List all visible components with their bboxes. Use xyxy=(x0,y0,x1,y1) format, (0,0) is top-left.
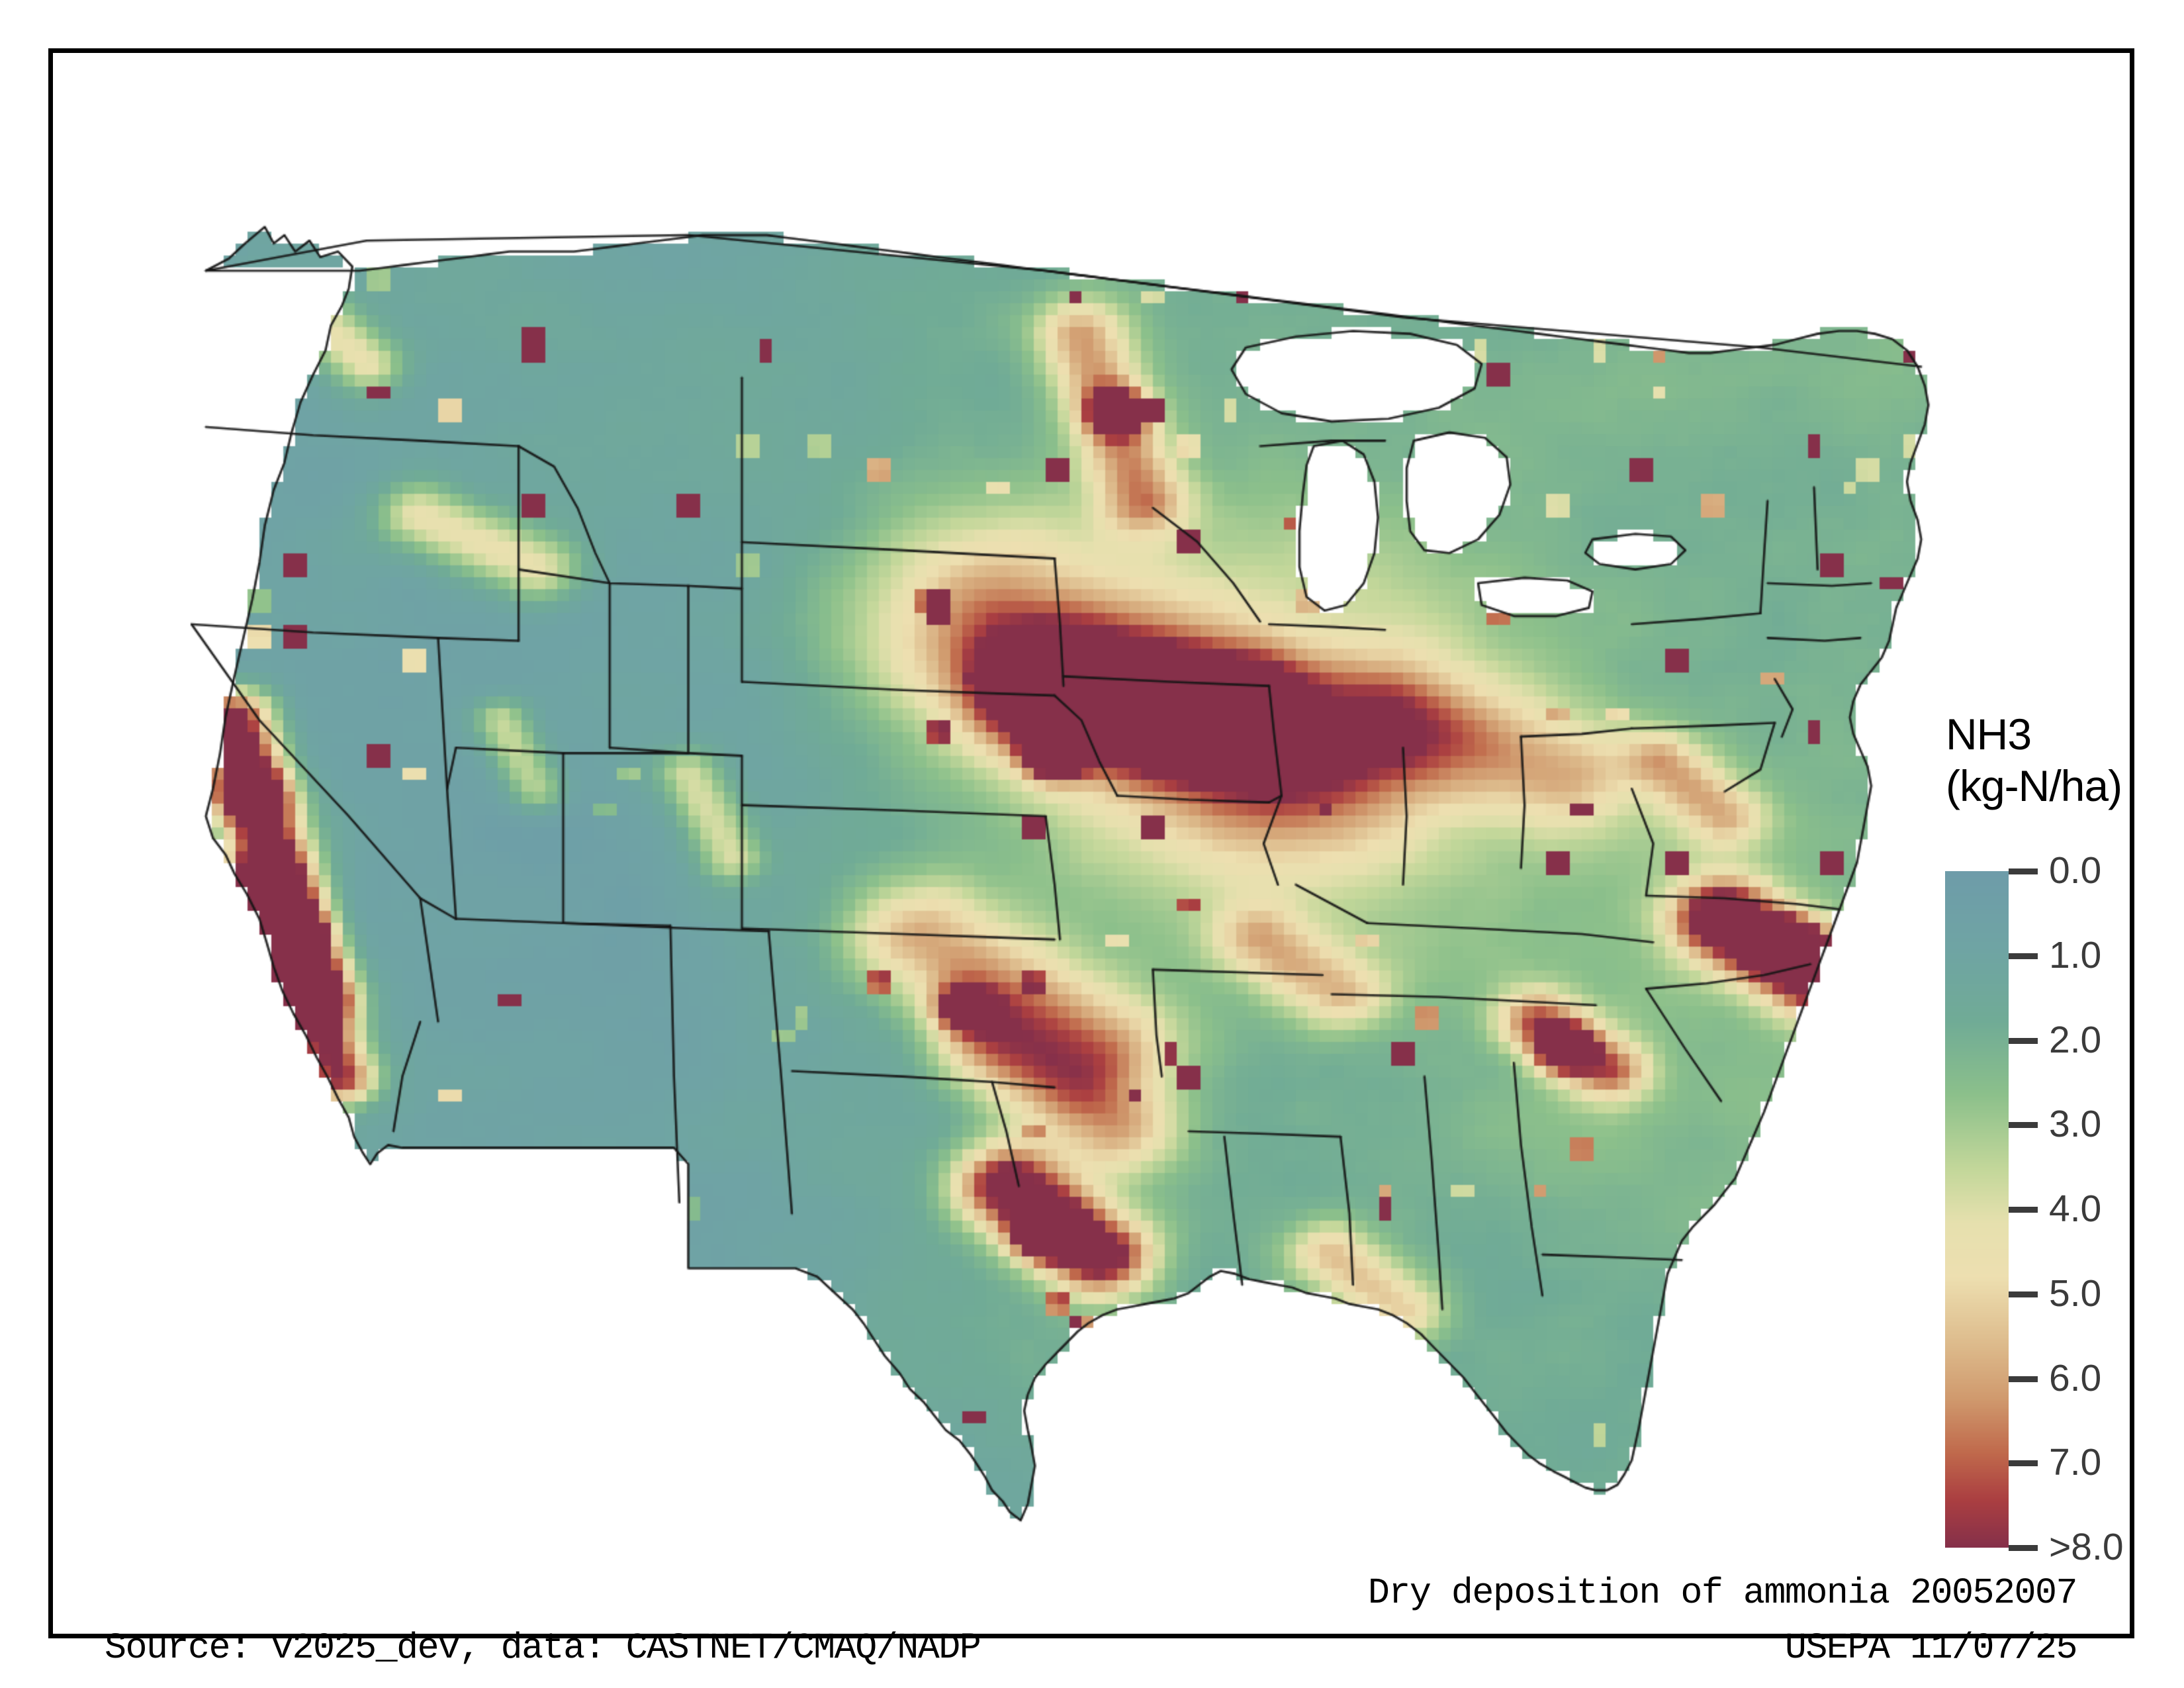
colorbar-gradient xyxy=(1945,871,2009,1548)
colorbar-tick-3 xyxy=(2009,1122,2038,1129)
figure-frame: NH3 (kg-N/ha) 0.0 1.0 2.0 3.0 4.0 5.0 6.0 7.0 >8… xyxy=(48,48,2134,1669)
colorbar-tick-7 xyxy=(2009,1460,2038,1467)
colorbar-tick-label-6: 6.0 xyxy=(2049,1356,2102,1399)
colorbar xyxy=(1945,871,2009,1548)
colorbar-tick-label-8: >8.0 xyxy=(2049,1526,2124,1568)
colorbar-tick-label-0: 0.0 xyxy=(2049,849,2102,892)
figure-agency-note: USEPA 11/07/25 xyxy=(1784,1627,2078,1669)
colorbar-tick-6 xyxy=(2009,1376,2038,1382)
legend-title: NH3 (kg-N/ha) xyxy=(1946,708,2184,812)
colorbar-tick-8 xyxy=(2009,1545,2038,1551)
nh3-deposition-raster-map xyxy=(152,172,1939,1542)
legend-unit-label: (kg-N/ha) xyxy=(1946,761,2122,810)
colorbar-tick-label-2: 2.0 xyxy=(2049,1018,2102,1061)
colorbar-tick-1 xyxy=(2009,953,2038,959)
map-area xyxy=(152,172,1939,1542)
colorbar-tick-4 xyxy=(2009,1207,2038,1213)
colorbar-tick-label-1: 1.0 xyxy=(2049,933,2102,976)
colorbar-tick-label-5: 5.0 xyxy=(2049,1272,2102,1315)
colorbar-tick-5 xyxy=(2009,1291,2038,1297)
legend-species-label: NH3 xyxy=(1946,710,2032,759)
colorbar-tick-2 xyxy=(2009,1037,2038,1044)
colorbar-tick-0 xyxy=(2009,868,2038,874)
figure-title: Dry deposition of ammonia 20052007 xyxy=(1367,1572,2078,1614)
colorbar-tick-label-3: 3.0 xyxy=(2049,1103,2102,1146)
colorbar-tick-label-4: 4.0 xyxy=(2049,1188,2102,1230)
figure-source-note: Source: v2025_dev, data: CASTNET/CMAQ/NA… xyxy=(105,1627,981,1669)
colorbar-tick-label-7: 7.0 xyxy=(2049,1441,2102,1484)
